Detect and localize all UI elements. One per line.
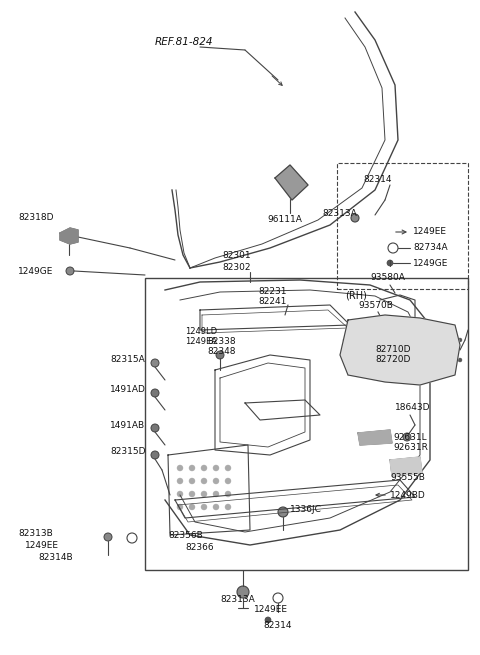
Circle shape <box>189 491 195 497</box>
Polygon shape <box>358 430 392 445</box>
Circle shape <box>151 451 159 459</box>
Circle shape <box>351 214 359 222</box>
Circle shape <box>278 507 288 517</box>
Text: 92631R: 92631R <box>393 443 428 451</box>
Text: 18643D: 18643D <box>395 403 431 413</box>
Circle shape <box>201 478 207 484</box>
Circle shape <box>177 465 183 471</box>
Circle shape <box>177 491 183 497</box>
Text: 82338: 82338 <box>207 337 236 345</box>
Bar <box>337 163 468 289</box>
Text: 82734A: 82734A <box>413 244 448 252</box>
Text: 93570B: 93570B <box>358 301 393 310</box>
Circle shape <box>216 351 224 359</box>
Circle shape <box>343 338 347 342</box>
Circle shape <box>458 358 462 362</box>
Circle shape <box>358 341 372 355</box>
Circle shape <box>285 180 295 190</box>
Polygon shape <box>390 457 422 476</box>
Circle shape <box>373 341 387 355</box>
Circle shape <box>151 424 159 432</box>
Circle shape <box>189 504 195 510</box>
Text: (RH): (RH) <box>345 290 367 300</box>
Circle shape <box>189 478 195 484</box>
Circle shape <box>213 465 219 471</box>
Circle shape <box>265 617 271 623</box>
Text: 82314: 82314 <box>363 176 392 185</box>
Circle shape <box>213 491 219 497</box>
Text: 82366: 82366 <box>185 544 214 553</box>
Circle shape <box>358 359 372 373</box>
Text: 82720D: 82720D <box>375 356 410 364</box>
Text: 1249GE: 1249GE <box>413 259 448 267</box>
Circle shape <box>213 504 219 510</box>
Text: 93580A: 93580A <box>370 274 405 282</box>
Text: 82318D: 82318D <box>18 214 53 223</box>
Text: 82348: 82348 <box>207 346 236 356</box>
Circle shape <box>177 478 183 484</box>
Text: 1249EA: 1249EA <box>185 337 217 345</box>
Text: 82315A: 82315A <box>110 356 145 364</box>
Circle shape <box>151 359 159 367</box>
Circle shape <box>343 358 347 362</box>
Text: 82314B: 82314B <box>38 553 72 563</box>
Polygon shape <box>275 165 308 200</box>
Circle shape <box>189 465 195 471</box>
Text: 92631L: 92631L <box>393 432 427 441</box>
Text: 82315D: 82315D <box>110 447 145 457</box>
Circle shape <box>373 359 387 373</box>
Polygon shape <box>340 315 460 385</box>
Text: 82231: 82231 <box>258 286 287 295</box>
Bar <box>145 278 468 570</box>
Circle shape <box>237 586 249 598</box>
Circle shape <box>213 478 219 484</box>
Text: 82313A: 82313A <box>220 595 255 605</box>
Text: 1249LD: 1249LD <box>185 326 217 335</box>
Text: 96111A: 96111A <box>267 215 302 225</box>
Circle shape <box>104 533 112 541</box>
Text: 82356B: 82356B <box>168 531 203 540</box>
Polygon shape <box>60 228 78 244</box>
Text: 1491AB: 1491AB <box>110 421 145 430</box>
Circle shape <box>225 465 231 471</box>
Text: 1491AD: 1491AD <box>110 386 146 394</box>
Circle shape <box>201 504 207 510</box>
Circle shape <box>358 323 372 337</box>
Text: 82313A: 82313A <box>322 208 357 217</box>
Circle shape <box>201 465 207 471</box>
Circle shape <box>201 491 207 497</box>
Text: 82301: 82301 <box>222 252 251 261</box>
Text: REF.81-824: REF.81-824 <box>155 37 214 47</box>
Text: 82313B: 82313B <box>18 529 53 538</box>
Text: 93555B: 93555B <box>390 472 425 481</box>
Circle shape <box>225 491 231 497</box>
Circle shape <box>151 389 159 397</box>
Text: 1249BD: 1249BD <box>390 491 426 500</box>
Circle shape <box>373 323 387 337</box>
Circle shape <box>458 338 462 342</box>
Circle shape <box>177 504 183 510</box>
Circle shape <box>225 478 231 484</box>
Text: 1249GE: 1249GE <box>18 267 53 276</box>
Text: 1249EE: 1249EE <box>254 605 288 614</box>
Text: 82710D: 82710D <box>375 345 410 354</box>
Text: 1336JC: 1336JC <box>290 506 322 514</box>
Text: 1249EE: 1249EE <box>25 542 59 550</box>
Circle shape <box>225 504 231 510</box>
Text: 82241: 82241 <box>258 297 287 305</box>
Circle shape <box>387 260 393 266</box>
Text: 82302: 82302 <box>222 263 251 272</box>
Circle shape <box>66 267 74 275</box>
Text: 1249EE: 1249EE <box>413 227 447 236</box>
Circle shape <box>403 433 411 441</box>
Text: 82314: 82314 <box>263 620 291 629</box>
